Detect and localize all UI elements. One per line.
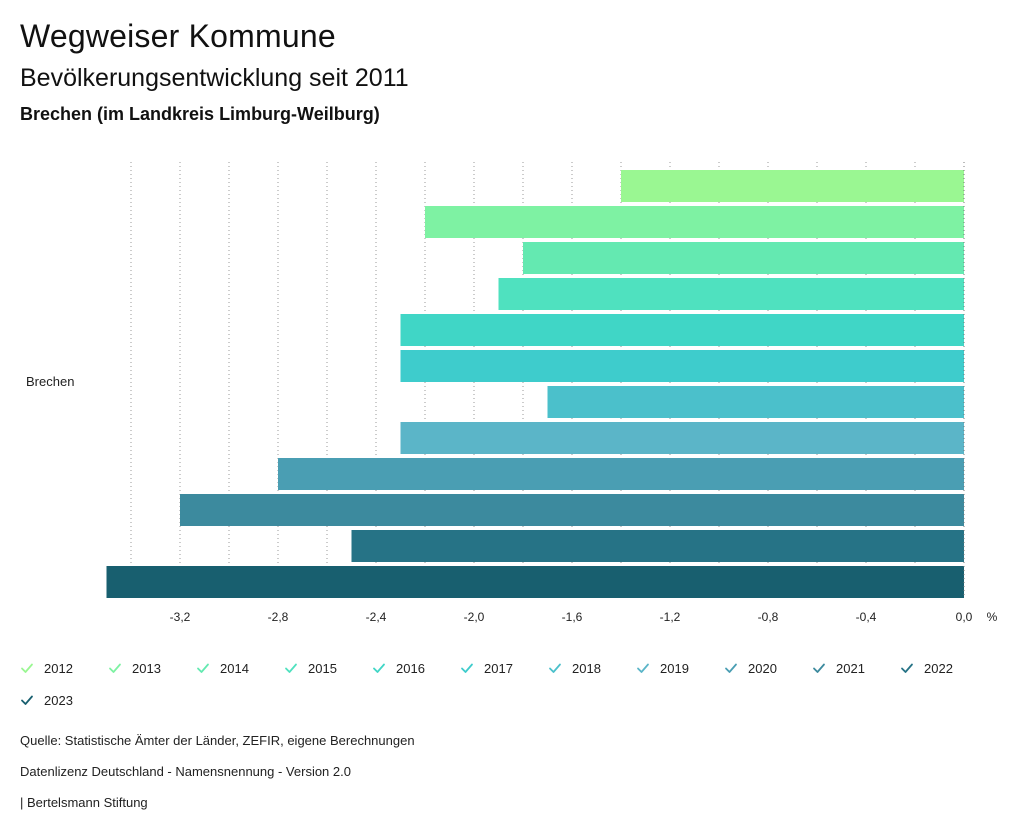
legend-label: 2014 [220,660,249,676]
legend-item-2019[interactable]: 2019 [636,658,724,678]
check-icon [637,663,649,673]
page-title: Wegweiser Kommune [20,18,336,54]
check-mark [813,663,825,673]
check-icon [21,695,33,705]
check-icon [109,663,121,673]
check-icon [285,663,297,673]
bar-2022 [351,530,964,562]
check-icon [549,663,561,673]
check-icon [813,663,825,673]
legend-label: 2021 [836,660,865,676]
legend-item-2015[interactable]: 2015 [284,658,372,678]
bar-2015 [498,278,964,310]
legend-label: 2016 [396,660,425,676]
x-tick-label: -0,4 [856,610,877,624]
legend-item-2022[interactable]: 2022 [900,658,988,678]
legend-item-2012[interactable]: 2012 [20,658,108,678]
check-icon [21,663,33,673]
check-mark [549,663,561,673]
region-label: Brechen (im Landkreis Limburg-Weilburg) [20,104,380,124]
chart-subtitle: Bevölkerungsentwicklung seit 2011 [20,64,409,92]
legend-item-2016[interactable]: 2016 [372,658,460,678]
bar-2023 [106,566,964,598]
bar-2016 [400,314,964,346]
legend-label: 2017 [484,660,513,676]
bar-2012 [621,170,964,202]
check-mark [285,663,297,673]
check-icon [461,663,473,673]
credit-note: | Bertelsmann Stiftung [20,795,148,810]
x-tick-label: -0,8 [758,610,779,624]
x-tick-label: -2,4 [366,610,387,624]
check-icon [373,663,385,673]
legend-label: 2022 [924,660,953,676]
legend-item-2017[interactable]: 2017 [460,658,548,678]
x-tick-label: -2,8 [268,610,289,624]
legend-item-2021[interactable]: 2021 [812,658,900,678]
x-tick-label: -2,0 [464,610,485,624]
chart-legend: 2012 2013 2014 2015 2016 2017 2018 2019 2020 2021… [20,658,1000,710]
category-label: Brechen [26,374,74,389]
check-mark [197,663,209,673]
legend-item-2014[interactable]: 2014 [196,658,284,678]
check-mark [461,663,473,673]
legend-item-2018[interactable]: 2018 [548,658,636,678]
x-tick-label: 0,0 [956,610,973,624]
legend-item-2020[interactable]: 2020 [724,658,812,678]
check-mark [21,695,33,705]
population-bar-chart: Brechen -3,2 -2,8 -2,4 -2,0 -1,6 -1,2 -0,8 -0,4 0… [26,162,998,624]
legend-label: 2023 [44,692,73,708]
check-mark [109,663,121,673]
bar-2017 [400,350,964,382]
legend-item-2023[interactable]: 2023 [20,690,108,710]
bar-2019 [400,422,964,454]
check-mark [21,663,33,673]
x-tick-label: -1,2 [660,610,681,624]
check-icon [725,663,737,673]
x-tick-label: -1,6 [562,610,583,624]
bar-2021 [180,494,964,526]
legend-label: 2013 [132,660,161,676]
license-note: Datenlizenz Deutschland - Namensnennung … [20,764,351,779]
legend-label: 2019 [660,660,689,676]
check-icon [197,663,209,673]
check-mark [901,663,913,673]
legend-label: 2020 [748,660,777,676]
check-mark [725,663,737,673]
legend-item-2013[interactable]: 2013 [108,658,196,678]
check-mark [373,663,385,673]
bar-2018 [547,386,964,418]
x-tick-label: -3,2 [170,610,191,624]
check-mark [637,663,649,673]
bar-2013 [425,206,964,238]
source-note: Quelle: Statistische Ämter der Länder, Z… [20,733,415,748]
x-unit-label: % [987,610,998,624]
legend-label: 2015 [308,660,337,676]
legend-label: 2012 [44,660,73,676]
bar-2020 [278,458,964,490]
bar-2014 [523,242,964,274]
check-icon [901,663,913,673]
legend-label: 2018 [572,660,601,676]
